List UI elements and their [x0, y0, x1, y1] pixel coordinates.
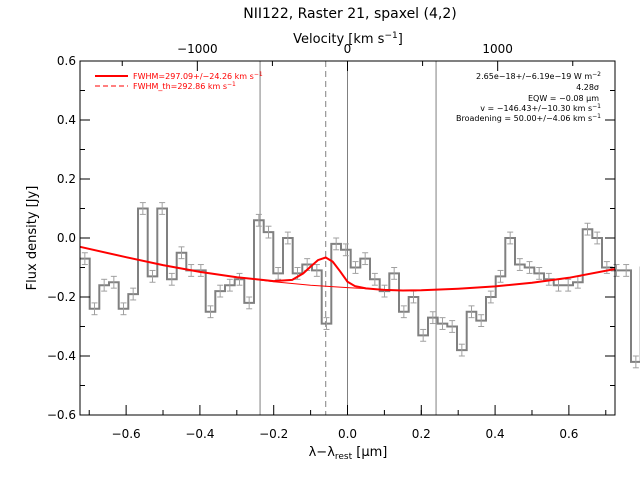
x-tick-label: 0.6 [559, 427, 578, 441]
reference-lines [259, 61, 437, 415]
x-axis-label: λ−λrest [μm] [309, 445, 388, 462]
fit-statistics: 2.65e−18+/−6.19e−19 W m−2 4.28σ EQW = −0… [456, 71, 601, 123]
gaussian-fit-line [79, 245, 616, 292]
chart-title: NII122, Raster 21, spaxel (4,2) [243, 6, 456, 22]
stat-velocity: v = −146.43+/−10.30 km s−1 [480, 103, 601, 113]
x-tick-label: −0.6 [112, 427, 141, 441]
stat-flux: 2.65e−18+/−6.19e−19 W m−2 [476, 71, 601, 81]
y-axis-label: Flux density [Jy] [25, 186, 40, 291]
spectrum-series [80, 202, 640, 369]
x-tick-label: 0.2 [412, 427, 431, 441]
y-tick-label: 0.6 [57, 54, 76, 68]
y-tick-label: 0.2 [57, 172, 76, 186]
legend-label-fwhm: FWHM=297.09+/−24.26 km s−1 [133, 71, 263, 81]
spectrum-histogram [80, 207, 640, 363]
x-tick-label: −0.4 [185, 427, 214, 441]
y-tick-label: 0.4 [57, 113, 76, 127]
stat-eqw: EQW = −0.08 μm [528, 94, 599, 103]
y-tick-label: −0.4 [47, 349, 76, 363]
top-tick-label: 1000 [482, 42, 513, 56]
top-axis-label: Velocity [km s−1] [293, 31, 403, 47]
model-series [79, 245, 616, 292]
x-tick-label: −0.2 [259, 427, 288, 441]
legend-label-fwhm-th: FWHM_th=292.86 km s−1 [133, 81, 236, 91]
x-tick-label: 0.4 [486, 427, 505, 441]
stat-significance: 4.28σ [576, 83, 599, 92]
y-tick-label: −0.2 [47, 290, 76, 304]
y-tick-label: −0.6 [47, 408, 76, 422]
y-tick-label: 0.0 [57, 231, 76, 245]
top-tick-label: 0 [344, 42, 352, 56]
stat-broadening: Broadening = 50.00+/−4.06 km s−1 [456, 113, 601, 123]
x-tick-label: 0.0 [338, 427, 357, 441]
top-tick-label: −1000 [177, 42, 218, 56]
legend: FWHM=297.09+/−24.26 km s−1 FWHM_th=292.8… [95, 71, 263, 91]
plot-area: −0.6 −0.4 −0.2 0.0 0.2 0.4 0.6 −0.6 −0.4 −0.2 0.0 0… [47, 42, 640, 441]
axis-ticks: −0.6 −0.4 −0.2 0.0 0.2 0.4 0.6 −0.6 −0.4 −0.2 0.0 0… [47, 42, 615, 441]
